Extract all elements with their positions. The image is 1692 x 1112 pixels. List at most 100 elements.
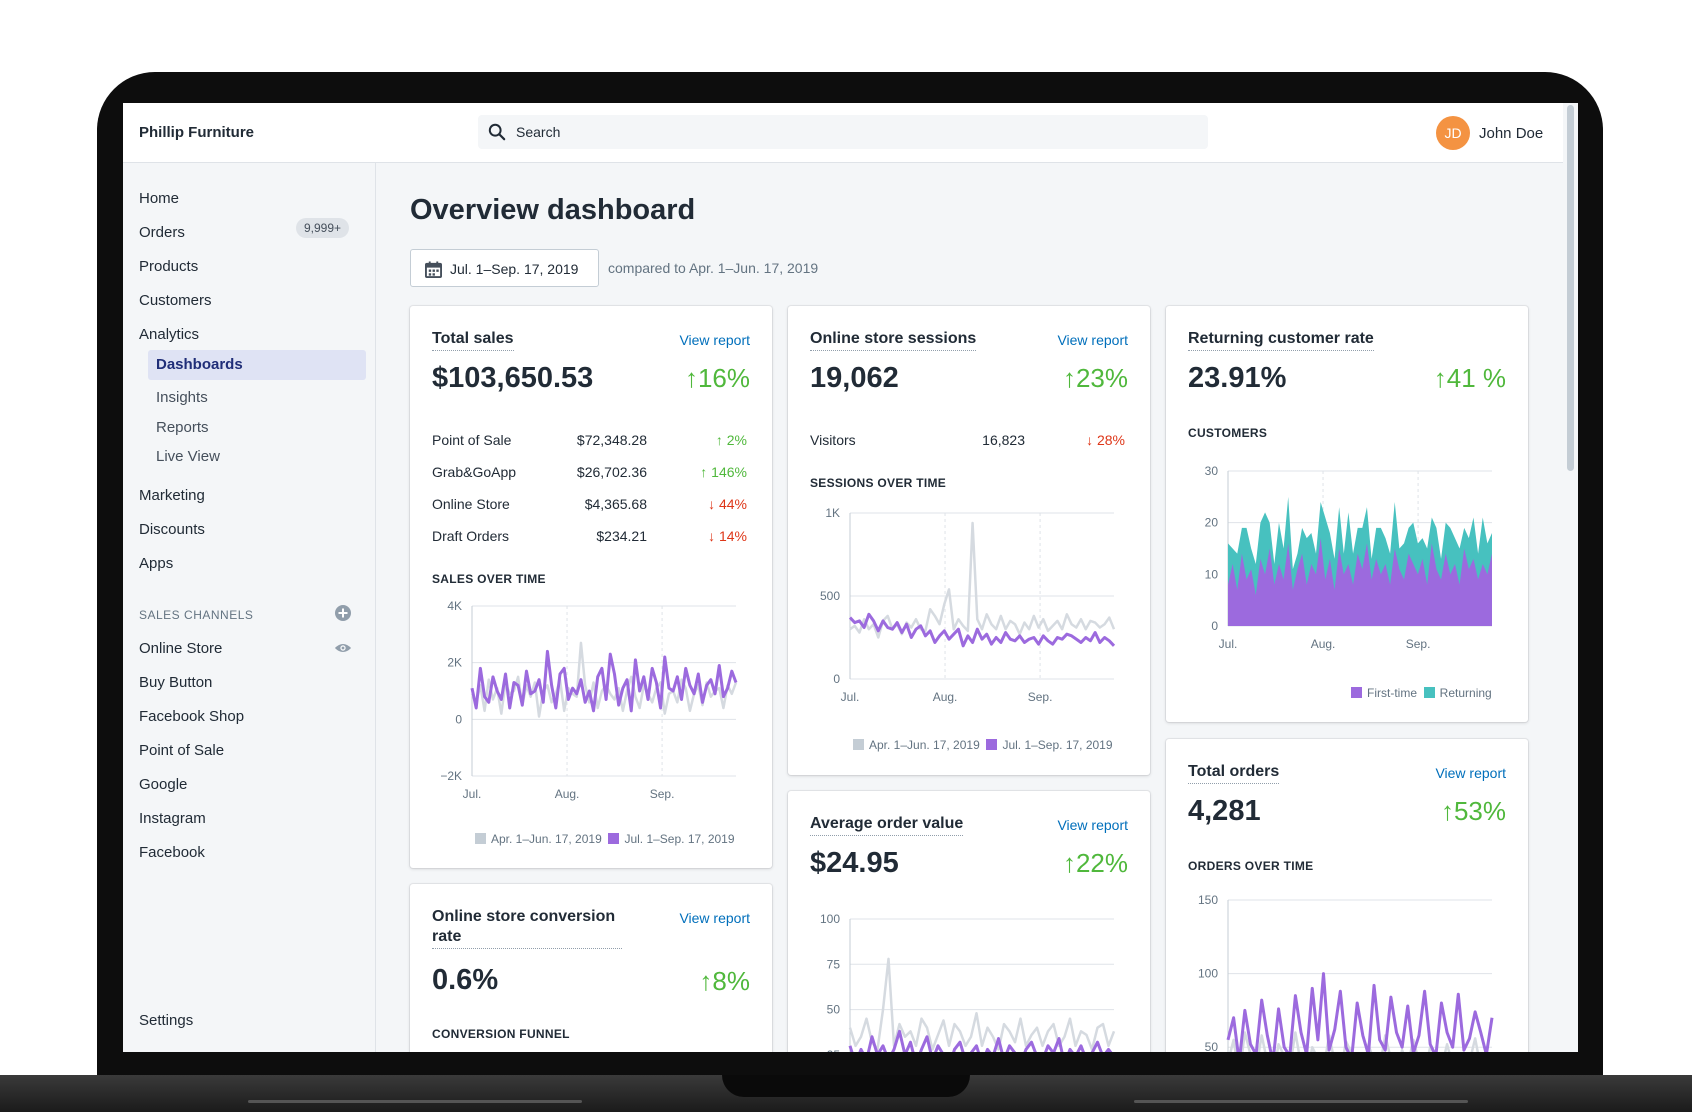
legend-swatch (475, 833, 486, 844)
legend-swatch (1351, 687, 1362, 698)
date-range-label: Jul. 1–Sep. 17, 2019 (450, 261, 579, 277)
y-tick-label: 20 (1205, 516, 1219, 530)
search-icon (488, 123, 506, 141)
sales-channels-heading: SALES CHANNELS (139, 608, 254, 622)
channel-value: $26,702.36 (576, 464, 647, 480)
y-tick-label: 100 (820, 912, 840, 926)
legend-label: Returning (1439, 686, 1492, 700)
sessions-change: ↑23% (1062, 363, 1128, 393)
card-title[interactable]: Online store sessions (810, 329, 977, 351)
table-row: Draft Orders $234.21 ↓ 14% (432, 528, 747, 548)
view-report-link[interactable]: View report (1057, 817, 1128, 833)
sidebar-item-marketing[interactable]: Marketing (139, 487, 205, 504)
aov-chart: 100 75 50 25 (820, 912, 1116, 1052)
view-report-link[interactable]: View report (1057, 332, 1128, 348)
orders-value: 4,281 (1188, 795, 1261, 827)
area-first-time (1228, 538, 1492, 626)
sidebar-item-facebook[interactable]: Facebook (139, 844, 205, 861)
series-line-current (470, 649, 738, 713)
card-title[interactable]: Total sales (432, 329, 514, 351)
y-tick-label: 75 (827, 957, 841, 971)
sidebar-item-label: Dashboards (156, 356, 243, 373)
y-tick-label: 50 (827, 1003, 841, 1017)
channel-name: Draft Orders (432, 528, 510, 544)
legend-label: Apr. 1–Jun. 17, 2019 (491, 832, 602, 846)
card-title[interactable]: Online store conversion rate (432, 907, 622, 949)
channel-value: $4,365.68 (584, 496, 647, 512)
chart-label: CUSTOMERS (1188, 426, 1268, 440)
sidebar-item-orders[interactable]: Orders (139, 224, 185, 241)
x-tick-label: Sep. (1028, 690, 1053, 704)
chart-legend: First-time Returning (1351, 686, 1492, 700)
y-tick-label: 2K (447, 656, 462, 670)
card-title[interactable]: Average order value (810, 814, 964, 836)
search-input[interactable]: Search (516, 124, 561, 140)
sidebar: Home Orders 9,999+ Products Customers An… (123, 163, 376, 1052)
sidebar-item-facebook-shop[interactable]: Facebook Shop (139, 708, 245, 725)
legend-swatch (986, 739, 998, 750)
sidebar-item-discounts[interactable]: Discounts (139, 521, 205, 538)
sidebar-item-reports[interactable]: Reports (156, 419, 209, 436)
y-tick-label: 4K (447, 599, 462, 613)
sidebar-item-google[interactable]: Google (139, 776, 188, 793)
laptop-notch (722, 1075, 970, 1097)
calendar-icon (425, 261, 442, 278)
sidebar-item-apps[interactable]: Apps (139, 555, 174, 572)
sidebar-item-customers[interactable]: Customers (139, 292, 212, 309)
chart-label: SESSIONS OVER TIME (810, 476, 947, 490)
channel-change: ↓ 44% (708, 496, 747, 512)
store-name[interactable]: Phillip Furniture (139, 124, 254, 141)
eye-icon[interactable] (334, 640, 352, 656)
sidebar-item-analytics[interactable]: Analytics (139, 326, 200, 343)
sidebar-item-products[interactable]: Products (139, 258, 199, 275)
view-report-link[interactable]: View report (679, 332, 750, 348)
laptop-base-edge-right (1134, 1100, 1468, 1103)
table-row: Point of Sale $72,348.28 ↑ 2% (432, 432, 747, 452)
sidebar-item-live-view[interactable]: Live View (156, 448, 220, 465)
sidebar-item-online-store[interactable]: Online Store (139, 640, 223, 657)
sidebar-item-dashboards[interactable]: Dashboards (148, 350, 366, 380)
sidebar-item-settings[interactable]: Settings (139, 1012, 194, 1029)
legend-label: First-time (1367, 686, 1417, 700)
sidebar-item-buy-button[interactable]: Buy Button (139, 674, 213, 691)
scrollbar[interactable] (1567, 105, 1574, 471)
channel-name: Point of Sale (432, 432, 512, 448)
legend-swatch (853, 739, 864, 750)
y-tick-label: 25 (827, 1048, 841, 1052)
avatar[interactable]: JD (1436, 116, 1470, 150)
laptop-base-edge-left (248, 1100, 582, 1103)
card-title[interactable]: Total orders (1188, 762, 1280, 784)
legend-swatch (608, 833, 620, 844)
orders-over-time-chart: 150 100 50 (1198, 893, 1494, 1052)
chart-label: ORDERS OVER TIME (1188, 859, 1314, 873)
total-sales-change: ↑16% (684, 363, 750, 393)
table-row: Visitors 16,823 ↓ 28% (810, 432, 1125, 452)
legend-label: Apr. 1–Jun. 17, 2019 (869, 738, 980, 752)
sidebar-item-home[interactable]: Home (139, 190, 180, 207)
visitors-label: Visitors (810, 432, 856, 448)
card-title[interactable]: Returning customer rate (1188, 329, 1374, 351)
y-tick-label: 10 (1205, 567, 1219, 581)
sidebar-item-point-of-sale[interactable]: Point of Sale (139, 742, 225, 759)
view-report-link[interactable]: View report (1435, 765, 1506, 781)
returning-rate-change: ↑41 % (1433, 363, 1506, 393)
view-report-link[interactable]: View report (679, 910, 750, 926)
search-bar[interactable]: Search (478, 115, 1208, 149)
sidebar-item-instagram[interactable]: Instagram (139, 810, 206, 827)
x-tick-label: Aug. (933, 690, 958, 704)
x-tick-label: Aug. (555, 787, 580, 801)
top-bar: Phillip Furniture Search JD John Doe (123, 103, 1563, 163)
x-tick-label: Sep. (1406, 637, 1431, 651)
sessions-card: Online store sessions View report 19,062… (788, 306, 1150, 775)
app-screen: Phillip Furniture Search JD John Doe Hom… (123, 103, 1578, 1052)
legend-label: Jul. 1–Sep. 17, 2019 (1002, 738, 1113, 752)
user-name[interactable]: John Doe (1479, 125, 1544, 142)
add-channel-icon[interactable] (334, 604, 352, 622)
y-tick-label: 30 (1205, 464, 1219, 478)
y-tick-label: 100 (1198, 967, 1218, 981)
date-range-button[interactable]: Jul. 1–Sep. 17, 2019 (410, 249, 599, 287)
y-tick-label: 500 (820, 589, 840, 603)
series-line-current (848, 612, 1116, 648)
x-tick-label: Jul. (841, 690, 860, 704)
sidebar-item-insights[interactable]: Insights (156, 389, 208, 406)
